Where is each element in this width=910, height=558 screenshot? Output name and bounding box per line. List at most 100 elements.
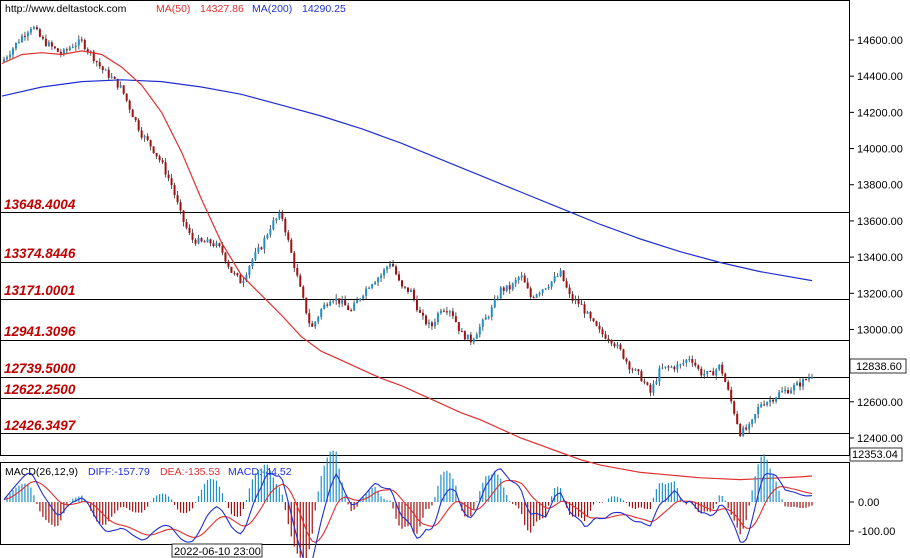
candle-body [586, 312, 589, 314]
price-panel[interactable] [0, 0, 850, 456]
candle-body [808, 377, 811, 380]
candle-body [799, 382, 802, 387]
candle-body [448, 311, 451, 313]
candle-body [424, 315, 427, 325]
candle-body [418, 310, 421, 313]
candle-body [200, 237, 203, 242]
candle-body [113, 76, 116, 79]
candle-body [481, 319, 484, 327]
candle-body [568, 287, 571, 295]
candle-body [278, 212, 281, 219]
candle-body [514, 280, 517, 284]
candle-body [553, 276, 556, 282]
candle-body [763, 404, 766, 406]
candle-body [302, 286, 305, 298]
candle-body [317, 316, 320, 322]
candle-body [412, 289, 415, 300]
candle-body [320, 309, 323, 317]
candle-body [398, 274, 401, 281]
candle-body [203, 241, 206, 243]
candle-body [299, 275, 302, 287]
candle-body [790, 390, 793, 394]
candle-body [125, 93, 128, 101]
candle-body [167, 174, 170, 179]
candle-body [254, 252, 257, 260]
candle-body [77, 39, 80, 46]
candle-body [308, 313, 311, 324]
price-tick-label: 14400.00 [857, 71, 903, 83]
candle-body [613, 343, 616, 347]
level-labels: 13648.4004 13374.8446 13171.0001 12941.3096… [4, 197, 77, 433]
candle-body [131, 109, 134, 118]
candle-body [311, 323, 314, 327]
ma50-line [1, 50, 813, 481]
candle-body [535, 294, 538, 298]
candle-body [50, 42, 53, 47]
candle-body [128, 100, 131, 110]
level-lines [1, 212, 849, 434]
candle-body [631, 369, 634, 371]
level-label: 12739.5000 [4, 361, 76, 376]
candle-body [179, 202, 182, 211]
candle-body [688, 358, 691, 360]
candle-body [182, 210, 185, 223]
candle-body [365, 288, 368, 296]
candle-body [751, 419, 754, 425]
candle-body [212, 243, 215, 246]
candle-body [736, 413, 739, 425]
candle-body [341, 299, 344, 304]
candle-body [640, 371, 643, 382]
candle-body [667, 366, 670, 368]
candle-body [20, 35, 23, 43]
candle-body [359, 298, 362, 301]
candle-body [679, 364, 682, 366]
candle-body [526, 282, 529, 289]
level-label: 12426.3497 [4, 418, 77, 433]
candle-body [604, 334, 607, 339]
candle-body [404, 286, 407, 288]
candle-body [436, 313, 439, 323]
candle-body [589, 312, 592, 319]
price-tick-label: 13200.00 [857, 288, 903, 300]
candle-body [209, 239, 212, 244]
candle-body [619, 344, 622, 350]
candle-body [224, 252, 227, 262]
candle-body [643, 381, 646, 383]
candle-body [383, 269, 386, 276]
candle-body [571, 294, 574, 301]
candle-body [338, 298, 341, 304]
candle-body [748, 424, 751, 430]
candle-body [472, 338, 475, 343]
candle-body [415, 299, 418, 311]
price-tick-label: 13800.00 [857, 180, 903, 192]
bottom-value-label: 12353.04 [852, 449, 898, 461]
candle-body [218, 243, 221, 247]
candle-body [463, 331, 466, 340]
candle-body [541, 289, 544, 293]
candle-body [487, 316, 490, 318]
candle-body [658, 368, 661, 382]
candle-body [475, 334, 478, 339]
candle-body [616, 344, 619, 347]
candle-body [454, 316, 457, 323]
candle-body [610, 340, 613, 344]
candle-body [401, 280, 404, 287]
price-tick-label: 14200.00 [857, 107, 903, 119]
candle-body [137, 120, 140, 131]
candle-body [802, 379, 805, 387]
candle-body [68, 47, 71, 50]
candle-body [371, 284, 374, 288]
candle-body [739, 424, 742, 436]
time-label-box [171, 543, 263, 558]
candle-body [649, 384, 652, 393]
candle-body [245, 274, 248, 281]
candle-body [655, 381, 658, 384]
candle-body [347, 305, 350, 311]
candle-body [769, 399, 772, 403]
candle-body [263, 238, 266, 250]
candle-body [439, 310, 442, 314]
candle-body [457, 322, 460, 332]
ma200-label: MA(200) [252, 3, 292, 15]
candle-body [83, 40, 86, 50]
candle-body [451, 311, 454, 317]
